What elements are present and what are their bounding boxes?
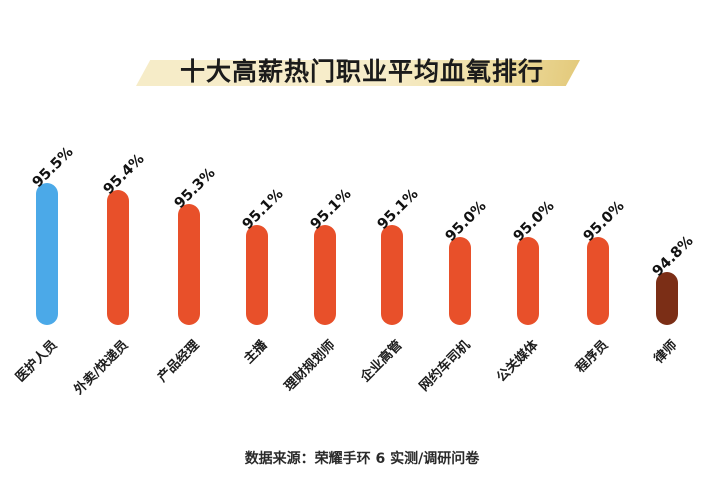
title-ribbon-decoration [136,60,580,86]
bar-1 [36,183,58,325]
bar-3 [178,204,200,325]
category-label-3: 产品经理 [155,337,203,386]
data-source-note: 数据来源：荣耀手环 6 实测/调研问卷 [244,451,480,467]
bar-4 [246,225,268,325]
chart-title-area: 十大高薪热门职业平均血氧排行 [0,24,724,86]
category-label-6: 企业高管 [358,337,406,386]
bar-2 [107,190,129,325]
bar-chart-plot-area: 95.5% 医护人员 95.4% 外卖/快递员 95.3% 产品经理 95.1% 主播 95.1… [13,144,697,398]
category-label-9: 程序员 [573,337,612,377]
category-label-2: 外卖/快递员 [71,337,132,398]
bar-10 [656,272,678,325]
bar-8 [517,237,539,325]
bar-5 [314,225,336,325]
bar-6 [381,225,403,325]
page-title: 十大高薪热门职业平均血氧排行 [179,57,544,86]
category-label-7: 网约车司机 [416,337,474,395]
category-label-4: 主播 [241,337,271,367]
bar-7 [449,237,471,325]
category-label-8: 公关媒体 [494,337,542,386]
bar-9 [587,237,609,325]
category-label-10: 律师 [651,337,681,367]
category-label-1: 医护人员 [13,337,61,386]
category-label-5: 理财规划师 [281,337,339,395]
